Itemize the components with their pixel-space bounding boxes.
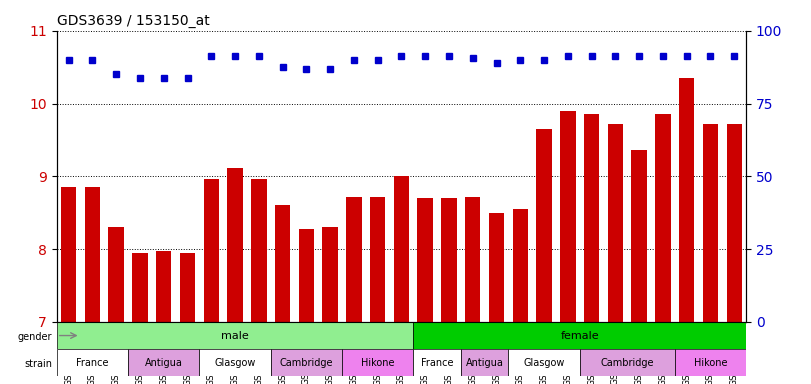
Bar <box>607 124 623 384</box>
Bar <box>584 114 599 384</box>
Text: Glasgow: Glasgow <box>214 358 255 368</box>
Bar <box>675 349 746 376</box>
Bar <box>156 252 171 384</box>
Bar <box>465 197 480 384</box>
Text: Glasgow: Glasgow <box>523 358 564 368</box>
Bar <box>727 124 742 384</box>
Text: GDS3639 / 153150_at: GDS3639 / 153150_at <box>57 14 209 28</box>
Bar <box>655 114 671 384</box>
Bar <box>508 349 580 376</box>
Bar <box>679 78 694 384</box>
Bar <box>109 227 124 384</box>
Bar <box>560 111 576 384</box>
Bar <box>204 179 219 384</box>
Text: Cambridge: Cambridge <box>280 358 333 368</box>
Bar <box>200 349 271 376</box>
Text: Antigua: Antigua <box>145 358 182 368</box>
Bar <box>323 227 338 384</box>
Bar <box>227 167 242 384</box>
Bar <box>84 187 100 384</box>
Bar <box>703 124 719 384</box>
Bar <box>414 322 746 349</box>
Bar <box>298 229 314 384</box>
Bar <box>251 179 267 384</box>
Text: France: France <box>76 358 109 368</box>
Text: female: female <box>560 331 599 341</box>
Bar <box>393 176 410 384</box>
Bar <box>342 349 414 376</box>
Bar <box>489 213 504 384</box>
Bar <box>57 349 128 376</box>
Bar <box>346 197 362 384</box>
Bar <box>128 349 200 376</box>
Bar <box>271 349 342 376</box>
Text: Cambridge: Cambridge <box>600 358 654 368</box>
Bar <box>461 349 508 376</box>
Bar <box>632 150 647 384</box>
Text: Antigua: Antigua <box>466 358 504 368</box>
Bar <box>132 253 148 384</box>
Bar <box>275 205 290 384</box>
Bar <box>370 197 385 384</box>
Text: Hikone: Hikone <box>361 358 394 368</box>
Bar <box>513 209 528 384</box>
Text: male: male <box>221 331 249 341</box>
Bar <box>418 198 433 384</box>
Bar <box>441 198 457 384</box>
Bar <box>61 187 76 384</box>
Bar <box>536 129 551 384</box>
Text: Hikone: Hikone <box>693 358 727 368</box>
Bar <box>180 253 195 384</box>
Bar <box>580 349 675 376</box>
Bar <box>57 322 414 349</box>
Text: France: France <box>421 358 453 368</box>
Bar <box>414 349 461 376</box>
